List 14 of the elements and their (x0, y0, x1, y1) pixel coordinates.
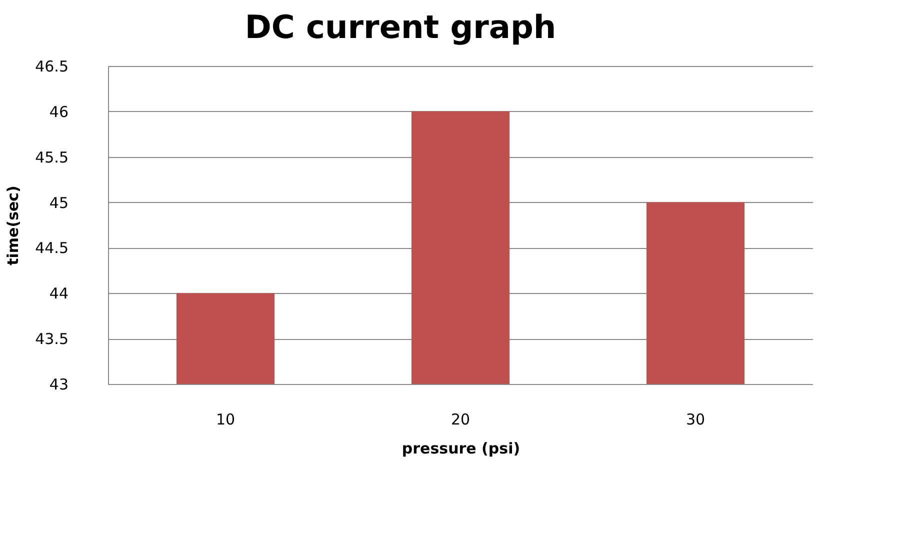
x-axis-title: pressure (psi) (402, 440, 520, 458)
y-tick-label: 45 (49, 194, 68, 212)
x-tick-label: 30 (686, 410, 706, 428)
y-tick-label: 46.5 (35, 58, 68, 76)
y-tick-label: 45.5 (35, 148, 68, 166)
y-tick-label: 44.5 (35, 239, 68, 258)
x-tick-label: 10 (216, 410, 236, 428)
y-tick-label: 43.5 (35, 330, 68, 348)
y-axis-title: time(sec) (4, 186, 22, 266)
chart-title: DC current graph (244, 8, 556, 46)
y-tick-label: 46 (49, 102, 68, 121)
y-tick-label: 44 (49, 284, 68, 303)
y-tick-label: 43 (49, 376, 68, 394)
x-tick-label: 20 (450, 410, 470, 428)
